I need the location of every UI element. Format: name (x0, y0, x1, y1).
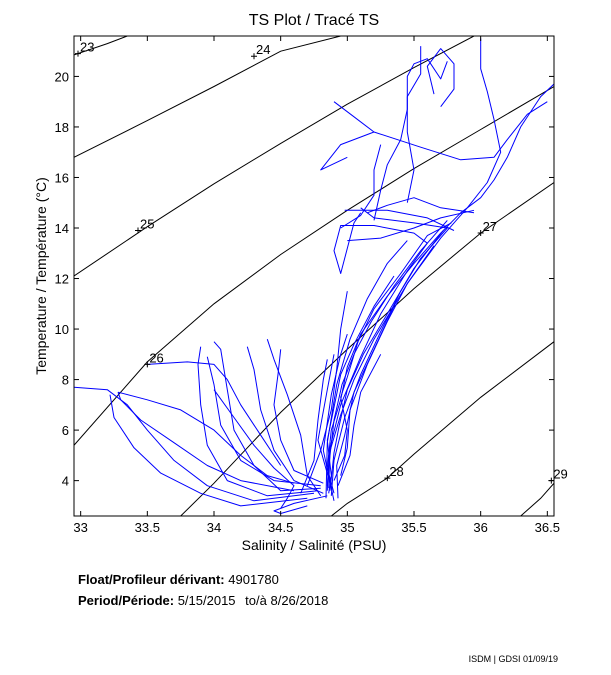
isopycnal-label-24: 24 (251, 42, 270, 60)
y-tick-label: 8 (62, 373, 69, 388)
y-tick-label: 6 (62, 423, 69, 438)
period-end: 8/26/2018 (270, 593, 329, 608)
isopycnal-marker (384, 475, 391, 482)
y-tick-label: 10 (55, 322, 69, 337)
profile-line-37 (326, 220, 448, 486)
profile-line-5 (344, 209, 455, 231)
y-axis-label: Temperature / Température (°C) (33, 177, 49, 375)
isopycnal-label-26: 26 (144, 350, 164, 368)
y-tick-label: 12 (55, 272, 69, 287)
profile-line-9 (426, 48, 455, 108)
profile-line-35 (326, 275, 395, 494)
profile-line-23 (74, 386, 315, 502)
profile-line-34 (333, 222, 452, 481)
float-id: 4901780 (228, 572, 279, 587)
isopycnal-marker (75, 50, 81, 57)
profile-line-24 (109, 394, 308, 507)
profile-line-27 (147, 361, 282, 466)
float-info: Float/Profileur dérivant: 4901780 (78, 572, 279, 587)
isopycnal-label-28: 28 (384, 464, 404, 482)
isopycnal-28 (330, 341, 554, 516)
isopycnal-label-text: 27 (483, 219, 497, 234)
y-tick-label: 18 (55, 120, 69, 135)
isopycnal-26 (74, 86, 554, 446)
profile-line-25 (117, 392, 295, 492)
profile-line-32 (337, 354, 382, 486)
isopycnal-label-23: 23 (75, 40, 94, 57)
profile-line-6 (347, 209, 475, 242)
profile-line-10 (373, 101, 548, 161)
x-tick-label: 36 (473, 520, 487, 535)
y-axis-ticks: 4 6 8 10 12 14 16 18 20 (55, 69, 554, 489)
period-separator: to/à (245, 593, 267, 608)
isopycnal-label-text: 29 (553, 467, 567, 482)
profile-line-29 (273, 495, 328, 514)
profile-line-30 (300, 359, 328, 494)
profile-line-28 (213, 389, 295, 509)
x-tick-label: 36.5 (535, 520, 560, 535)
isopycnal-marker (144, 361, 151, 368)
x-tick-label: 33 (73, 520, 87, 535)
plot-frame (73, 35, 555, 517)
isopycnal-label-text: 28 (389, 464, 403, 479)
x-axis-label: Salinity / Salinité (PSU) (242, 537, 387, 553)
isopycnal-marker (135, 227, 141, 234)
ts-profile-lines (74, 38, 554, 514)
isopycnal-label-text: 23 (80, 40, 94, 55)
y-tick-label: 16 (55, 170, 69, 185)
isopycnal-25 (74, 36, 475, 277)
x-tick-label: 34.5 (268, 520, 293, 535)
x-tick-label: 35.5 (401, 520, 426, 535)
profile-line-16 (317, 354, 335, 484)
period-start: 5/15/2015 (177, 593, 236, 608)
y-tick-label: 20 (55, 69, 69, 84)
profile-line-8 (406, 46, 422, 203)
isopycnal-label-text: 25 (140, 217, 154, 232)
profile-line-36 (329, 230, 444, 491)
profile-line-4 (367, 197, 475, 214)
period-info: Period/Période: 5/15/2015 to/à 8/26/2018 (78, 593, 328, 608)
profile-line-22 (273, 349, 324, 484)
profile-line-18 (246, 346, 324, 494)
isopycnal-lines (74, 36, 554, 516)
isopycnal-label-text: 26 (149, 350, 163, 365)
x-tick-label: 33.5 (135, 520, 160, 535)
profile-line-33 (340, 245, 435, 476)
isopycnal-marker (477, 230, 484, 237)
x-tick-label: 34 (207, 520, 221, 535)
profile-line-0 (326, 83, 554, 494)
isopycnal-24 (74, 36, 341, 158)
x-tick-label: 35 (340, 520, 354, 535)
profile-line-12 (340, 144, 382, 229)
y-tick-label: 4 (62, 474, 69, 489)
profile-line-20 (197, 346, 319, 497)
y-tick-label: 14 (55, 221, 69, 236)
profile-line-11 (320, 101, 375, 171)
profile-line-31 (306, 291, 348, 486)
profile-line-26 (117, 391, 295, 484)
profile-line-3 (328, 212, 428, 489)
isopycnal-23 (74, 36, 128, 56)
isopycnal-labels: 23 24 25 26 27 28 29 (75, 40, 568, 484)
float-label: Float/Profileur dérivant: (78, 572, 225, 587)
isopycnal-label-text: 24 (256, 42, 270, 57)
isopycnal-label-25: 25 (135, 217, 154, 234)
credit-stamp: ISDM | GDSI 01/09/19 (468, 654, 558, 664)
isopycnal-marker (251, 53, 257, 60)
profile-line-21 (206, 356, 321, 487)
isopycnal-label-27: 27 (477, 219, 497, 237)
x-axis-ticks: 33 33.5 34 34.5 35 35.5 36 36.5 (73, 36, 560, 535)
isopycnal-27 (180, 182, 554, 516)
profile-line-19 (213, 341, 321, 492)
chart-title: TS Plot / Tracé TS (249, 12, 379, 29)
profile-line-1 (326, 38, 502, 491)
isopycnal-29 (520, 482, 554, 516)
period-label: Period/Période: (78, 593, 175, 608)
profile-line-7 (373, 58, 448, 221)
